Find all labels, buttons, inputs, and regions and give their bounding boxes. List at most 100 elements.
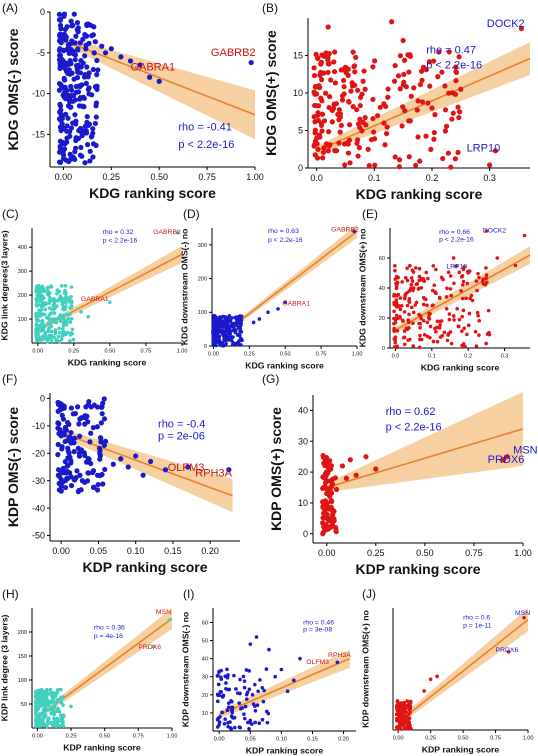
data-point: [37, 712, 42, 716]
data-point: [96, 445, 103, 451]
data-point: [410, 279, 415, 283]
data-point: [70, 300, 74, 305]
x-axis-title: KDG ranking score: [421, 362, 500, 372]
data-point: [422, 279, 427, 283]
data-point: [243, 704, 248, 709]
data-point: [319, 52, 325, 58]
data-point: [465, 332, 469, 337]
data-point: [319, 77, 325, 83]
data-point: [137, 62, 143, 68]
data-point: [438, 319, 442, 324]
data-point: [45, 285, 50, 290]
data-point: [346, 122, 353, 128]
data-point: [74, 75, 81, 81]
data-point: [211, 342, 216, 347]
data-point: [362, 115, 368, 121]
data-point: [71, 11, 77, 17]
data-point: [49, 329, 54, 334]
data-point: [52, 320, 56, 324]
data-point: [69, 704, 73, 709]
data-point: [417, 81, 424, 88]
data-point: [58, 319, 63, 323]
data-point: [317, 72, 323, 78]
data-point: [84, 142, 91, 148]
data-point: [97, 435, 104, 441]
data-point: [430, 288, 435, 293]
data-point: [68, 332, 73, 337]
data-point: [320, 499, 326, 505]
data-point: [220, 695, 225, 699]
data-point: [61, 12, 67, 18]
data-point: [256, 689, 260, 694]
data-point: [324, 506, 330, 512]
data-point: [298, 656, 302, 661]
data-point: [347, 457, 353, 463]
data-point: [60, 152, 67, 158]
data-point: [235, 341, 240, 345]
data-point: [492, 148, 499, 154]
data-point: [360, 78, 366, 84]
data-point: [70, 51, 76, 57]
data-point: [66, 67, 72, 73]
data-point: [407, 289, 412, 293]
data-point: [94, 86, 100, 93]
data-point: [88, 430, 94, 436]
data-point: [407, 52, 413, 58]
panel-H: (H) 0.00 0.25 0.50 0.75 1.00 50 100 150 200 KDP ra…: [0, 587, 177, 752]
data-point: [414, 107, 420, 113]
data-point: [435, 319, 440, 324]
data-point: [453, 68, 459, 75]
data-point: [101, 396, 107, 402]
data-point: [95, 481, 101, 488]
data-point: [88, 134, 95, 140]
data-point: [442, 330, 447, 335]
data-point: [97, 453, 103, 459]
data-point: [383, 130, 390, 137]
data-point: [74, 20, 81, 26]
y-tick-label: 100: [198, 310, 207, 316]
data-point: [423, 133, 429, 139]
data-point: [239, 319, 243, 324]
data-point: [71, 449, 77, 455]
data-point: [461, 342, 466, 346]
data-point: [240, 706, 245, 710]
y-axis-title: KDP link degree (3 layers): [0, 614, 10, 721]
data-point: [77, 152, 83, 158]
data-point: [431, 136, 437, 142]
x-tick-label: 0.50: [280, 352, 291, 358]
y-axis-title: KDP downstream OMS(+) no: [361, 610, 371, 728]
regression-line: [316, 57, 531, 152]
y-tick-label: 20: [202, 693, 208, 699]
data-point: [444, 306, 449, 311]
data-point: [357, 102, 363, 109]
data-point: [75, 89, 82, 95]
data-point: [431, 339, 436, 344]
data-point: [405, 699, 410, 703]
data-point: [226, 673, 230, 677]
data-point: [324, 500, 330, 506]
data-point: [315, 103, 322, 109]
data-point: [93, 142, 99, 148]
data-point: [392, 329, 396, 333]
data-point: [70, 327, 75, 332]
y-tick-label: 30: [202, 675, 208, 681]
data-point: [327, 94, 333, 100]
data-point: [65, 320, 70, 324]
data-point: [483, 282, 488, 287]
data-point: [261, 699, 266, 704]
data-point: [329, 107, 335, 114]
data-point: [439, 69, 445, 75]
data-point: [460, 329, 464, 333]
data-point: [82, 421, 88, 427]
data-point: [91, 24, 97, 30]
y-tick-label: 0: [298, 163, 303, 173]
data-point: [85, 456, 91, 462]
data-point: [62, 61, 68, 67]
data-point: [52, 300, 57, 305]
data-point: [449, 341, 454, 346]
data-point: [392, 326, 396, 331]
panel-label: (A): [2, 1, 18, 15]
data-point: [428, 324, 433, 329]
data-point: [314, 135, 320, 141]
data-point: [313, 51, 319, 57]
